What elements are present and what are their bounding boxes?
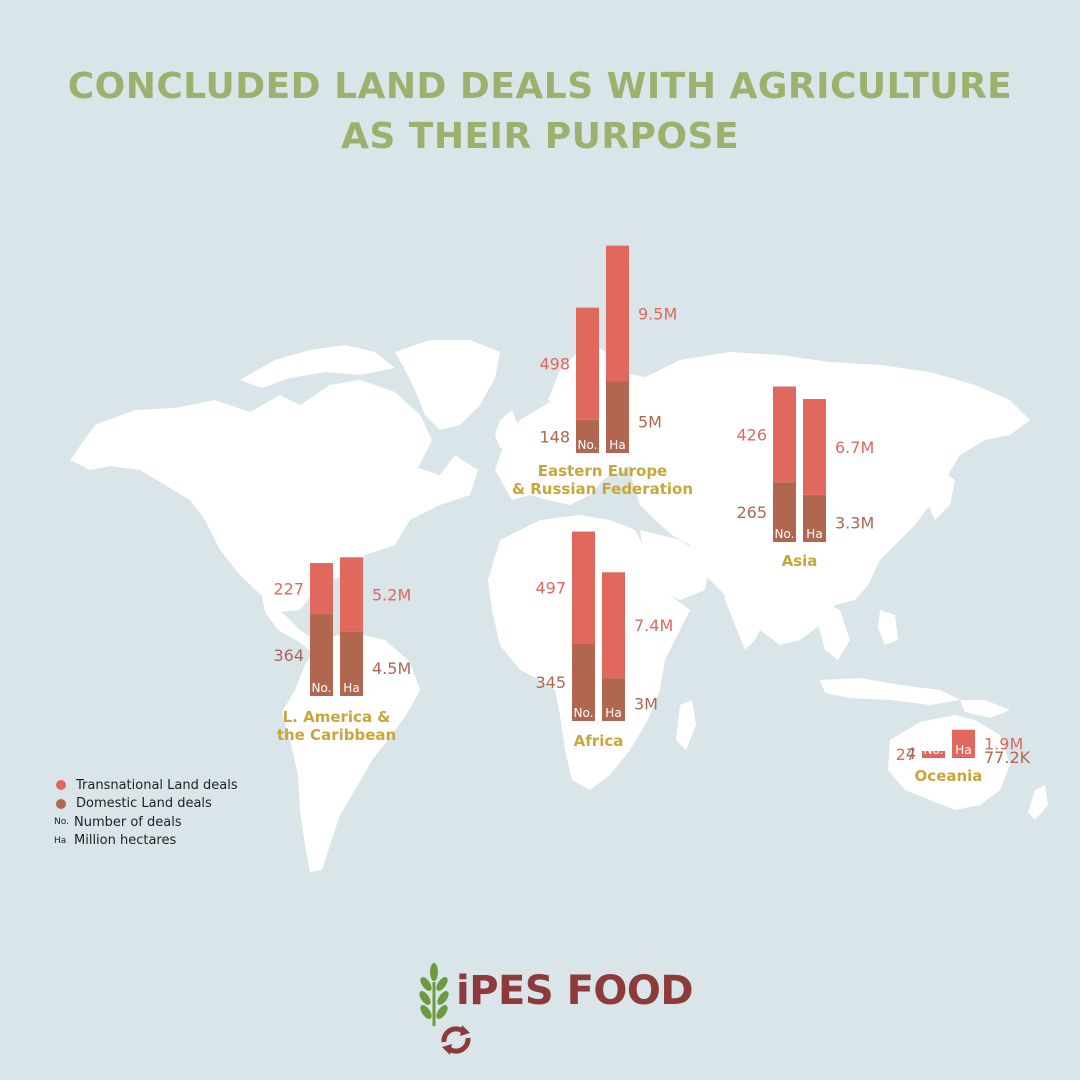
chart-title-line-1: CONCLUDED LAND DEALS WITH AGRICULTURE: [67, 66, 1013, 107]
bar-eastern-europe-deals-domestic: [576, 419, 599, 453]
value-oceania-deals-domestic: 4: [906, 744, 916, 763]
map-philippines: [878, 610, 898, 645]
bar-eastern-europe-hectares-transnational: [606, 245, 629, 382]
map-uk: [495, 410, 518, 448]
value-latin-america-hectares-domestic: 4.5M: [372, 659, 411, 678]
region-label-asia: Asia: [782, 552, 818, 570]
legend-item-number: No. Number of deals: [54, 813, 238, 832]
legend: Transnational Land deals Domestic Land d…: [54, 776, 238, 850]
value-eastern-europe-hectares-transnational: 9.5M: [638, 305, 677, 324]
bar-asia-deals-transnational: [773, 386, 796, 483]
bar-africa-deals-transnational: [572, 531, 595, 644]
bar-tag-asia-hectares: Ha: [806, 527, 822, 541]
bar-oceania-hectares-domestic: [952, 756, 975, 758]
legend-item-hectares: Ha Million hectares: [54, 832, 238, 851]
map-greenland: [395, 340, 500, 430]
bar-oceania-deals-transnational: [922, 751, 945, 758]
map-australia: [888, 715, 1010, 810]
bar-tag-oceania-hectares: Ha: [955, 743, 971, 757]
region-label-eastern-europe-line-1: Eastern Europe: [538, 462, 667, 480]
legend-item-domestic: Domestic Land deals: [54, 795, 238, 814]
bar-oceania-hectares-transnational: [952, 729, 975, 757]
bar-latin-america-deals-domestic: [310, 614, 333, 696]
map-papua: [960, 700, 1010, 718]
value-africa-hectares-domestic: 3M: [634, 695, 658, 714]
bar-tag-eastern-europe-deals: No.: [578, 438, 598, 452]
legend-item-transnational: Transnational Land deals: [54, 776, 238, 795]
map-north-america: [70, 380, 478, 612]
value-latin-america-deals-domestic: 364: [273, 646, 304, 665]
bar-asia-hectares-domestic: [803, 494, 826, 542]
value-africa-hectares-transnational: 7.4M: [634, 616, 673, 635]
legend-swatch-transnational: [56, 780, 66, 791]
map-new-zealand: [1028, 785, 1048, 820]
region-label-eastern-europe-line-2: & Russian Federation: [512, 480, 693, 498]
value-oceania-hectares-domestic: 77.2K: [984, 748, 1031, 767]
bar-asia-hectares-transnational: [803, 399, 826, 495]
legend-label-domestic: Domestic Land deals: [76, 796, 212, 812]
bar-tag-eastern-europe-hectares: Ha: [609, 438, 625, 452]
value-africa-deals-transnational: 497: [535, 578, 566, 597]
bar-tag-oceania-deals: No.: [924, 743, 944, 757]
bar-tag-africa-deals: No.: [574, 706, 594, 720]
region-label-oceania: Oceania: [915, 767, 983, 785]
bar-latin-america-hectares-transnational: [340, 557, 363, 632]
value-eastern-europe-deals-transnational: 498: [539, 355, 570, 374]
bar-africa-deals-domestic: [572, 643, 595, 721]
bar-asia-deals-domestic: [773, 482, 796, 542]
map-indonesia: [820, 678, 960, 705]
bar-latin-america-deals-transnational: [310, 563, 333, 615]
map-arctic-islands: [240, 345, 395, 388]
region-label-africa: Africa: [574, 732, 624, 750]
bar-tag-africa-hectares: Ha: [605, 706, 621, 720]
value-oceania-hectares-transnational: 1.9M: [984, 734, 1023, 753]
wheat-icon: [419, 963, 449, 1026]
map-central-america: [262, 596, 322, 652]
logo-text: iPES FOOD: [456, 968, 694, 1014]
bar-oceania-deals-domestic: [922, 757, 945, 758]
map-japan: [928, 470, 955, 520]
bar-tag-latin-america-deals: No.: [312, 681, 332, 695]
bar-africa-hectares-transnational: [602, 572, 625, 679]
bar-latin-america-hectares-domestic: [340, 631, 363, 696]
recycle-arrows-icon: [441, 1025, 471, 1055]
chart-title-line-2: AS THEIR PURPOSE: [340, 116, 740, 157]
legend-swatch-domestic: [56, 798, 66, 809]
legend-label-transnational: Transnational Land deals: [76, 777, 238, 793]
value-asia-deals-transnational: 426: [736, 425, 767, 444]
legend-abbr-no: No.: [54, 817, 69, 828]
value-asia-deals-domestic: 265: [736, 503, 767, 522]
value-asia-hectares-domestic: 3.3M: [835, 513, 874, 532]
bar-eastern-europe-hectares-domestic: [606, 381, 629, 453]
value-latin-america-hectares-transnational: 5.2M: [372, 585, 411, 604]
value-africa-deals-domestic: 345: [535, 673, 566, 692]
region-label-latin-america-line-2: the Caribbean: [277, 726, 396, 744]
bar-tag-latin-america-hectares: Ha: [343, 681, 359, 695]
value-eastern-europe-deals-domestic: 148: [539, 427, 570, 446]
value-latin-america-deals-transnational: 227: [273, 580, 304, 599]
legend-abbr-ha: Ha: [54, 835, 67, 846]
legend-label-number: Number of deals: [74, 814, 182, 830]
region-label-latin-america-line-1: L. America &: [283, 708, 391, 726]
ipes-food-logo: iPES FOOD: [416, 962, 694, 1062]
value-asia-hectares-transnational: 6.7M: [835, 438, 874, 457]
chart-title: CONCLUDED LAND DEALS WITH AGRICULTURE AS…: [0, 62, 1080, 162]
bar-tag-asia-deals: No.: [775, 527, 795, 541]
bar-africa-hectares-domestic: [602, 678, 625, 721]
map-india: [720, 560, 780, 650]
legend-label-hectares: Million hectares: [74, 833, 177, 849]
map-se-asia: [818, 600, 850, 660]
map-madagascar: [676, 700, 696, 750]
value-eastern-europe-hectares-domestic: 5M: [638, 412, 662, 431]
bar-eastern-europe-deals-transnational: [576, 307, 599, 420]
value-oceania-deals-transnational: 27: [896, 745, 916, 764]
